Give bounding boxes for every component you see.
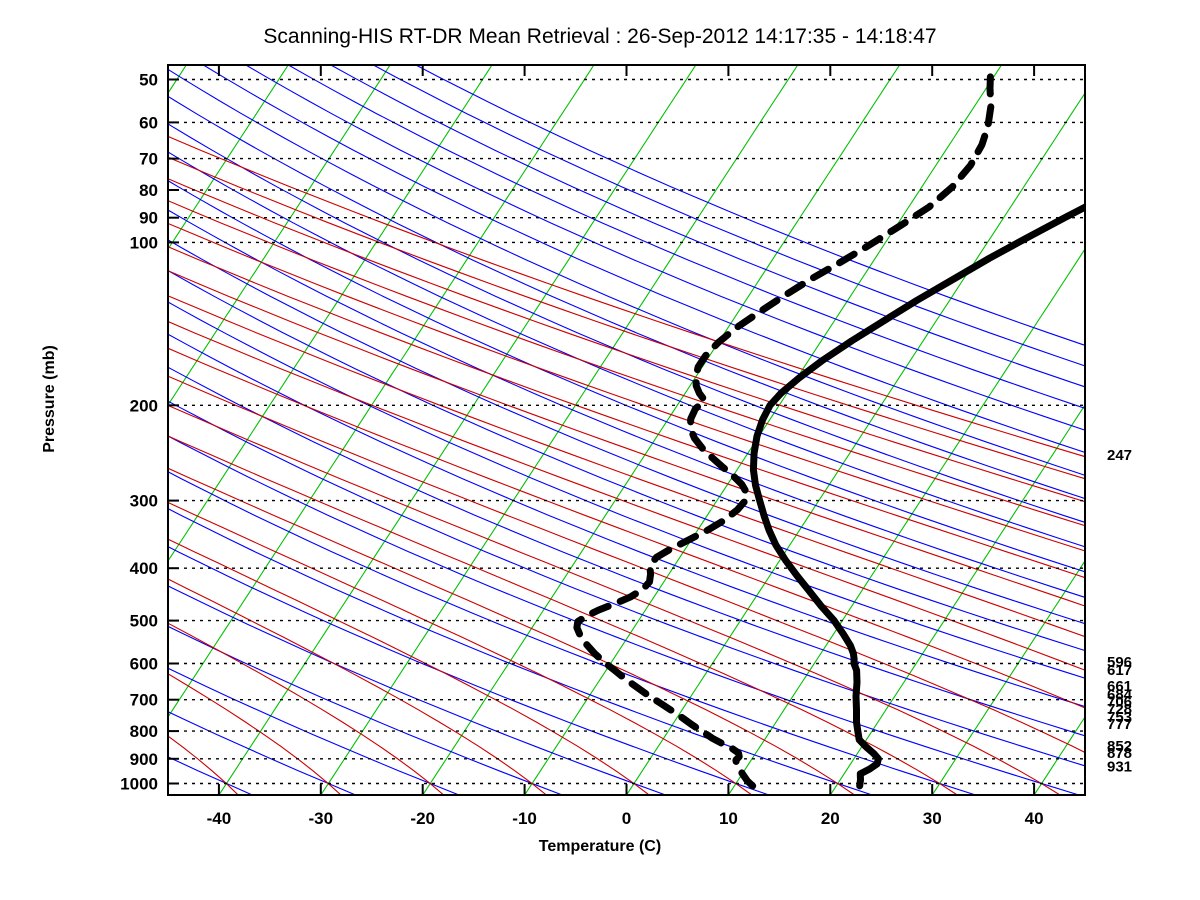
- chart-title: Scanning-HIS RT-DR Mean Retrieval : 26-S…: [263, 25, 937, 48]
- y-axis-tick-labels: 50 60 70 80 90 100 200 300 400 500 600 700 800 900 100…: [120, 71, 158, 794]
- right-pressure-annotation: 684: [1107, 686, 1133, 703]
- right-pressure-annotation: 852: [1107, 738, 1132, 755]
- y-tick-label: 700: [130, 691, 158, 710]
- x-tick-label: -40: [207, 809, 232, 828]
- x-tick-label: -20: [410, 809, 435, 828]
- y-tick-label: 70: [139, 150, 158, 169]
- temperature-profile-curve: [749, 203, 1085, 790]
- x-tick-label: 40: [1025, 809, 1044, 828]
- right-pressure-annotation: 728: [1107, 701, 1132, 718]
- right-pressure-annotation: 753: [1107, 709, 1132, 726]
- y-tick-label: 1000: [120, 775, 158, 794]
- y-tick-label: 200: [130, 396, 158, 415]
- y-tick-label: 100: [130, 233, 158, 252]
- profile-curves: [573, 68, 1085, 790]
- x-tick-label: 30: [923, 809, 942, 828]
- axis-ticks: [168, 65, 1036, 795]
- y-tick-label: 900: [130, 750, 158, 769]
- x-tick-label: 10: [719, 809, 738, 828]
- right-pressure-annotation: 617: [1107, 662, 1132, 679]
- x-axis-title: Temperature (C): [538, 838, 662, 855]
- x-tick-label: 20: [821, 809, 840, 828]
- x-tick-label: 0: [622, 809, 631, 828]
- right-pressure-annotation: 247: [1107, 447, 1132, 464]
- x-tick-label: -10: [512, 809, 537, 828]
- y-tick-label: 600: [130, 655, 158, 674]
- pressure-gridlines: [168, 78, 1085, 785]
- right-pressure-annotation: 706: [1107, 694, 1132, 711]
- y-tick-label: 300: [130, 492, 158, 511]
- y-tick-label: 500: [130, 612, 158, 631]
- right-pressure-annotation: 596: [1107, 654, 1132, 671]
- dewpoint-profile-curve: [573, 68, 995, 790]
- y-tick-label: 800: [130, 722, 158, 741]
- plot-frame: [167, 64, 1086, 796]
- x-tick-label: -30: [309, 809, 334, 828]
- y-tick-label: 80: [139, 181, 158, 200]
- right-pressure-annotation: 878: [1107, 745, 1132, 762]
- right-pressure-annotation: 931: [1107, 759, 1132, 776]
- y-tick-label: 60: [139, 113, 158, 132]
- y-tick-label: 50: [139, 71, 158, 90]
- right-pressure-annotation: 777: [1107, 716, 1132, 733]
- right-pressure-annotation: 661: [1107, 678, 1132, 695]
- y-tick-label: 400: [130, 559, 158, 578]
- background-thermodynamic-lines: [168, 65, 1085, 795]
- x-axis-tick-labels: -40 -30 -20 -10 0 10 20 30 40: [207, 809, 1044, 828]
- y-tick-label: 90: [139, 209, 158, 228]
